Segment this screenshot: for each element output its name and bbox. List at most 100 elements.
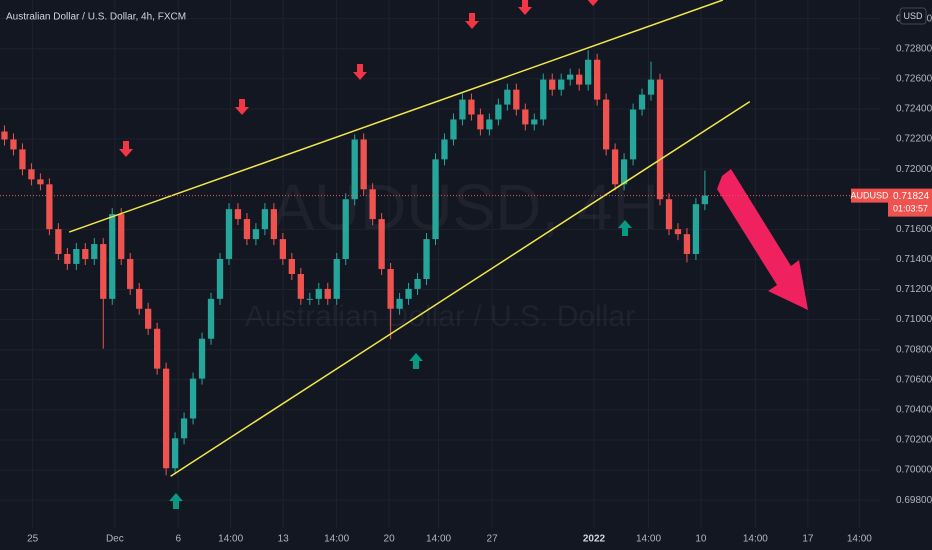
candle-body (342, 199, 349, 259)
y-tick-label: 0.70400 (896, 405, 932, 416)
candle-body (10, 139, 17, 150)
candle-body (414, 278, 421, 289)
candle-body (136, 288, 143, 309)
candle-body (692, 204, 700, 254)
candle-body (91, 244, 98, 259)
candle-body (674, 229, 682, 235)
sell-arrows (119, 0, 599, 157)
candle-body (351, 139, 358, 200)
x-tick-label: 13 (278, 534, 290, 545)
watermark-subtitle: Australian Dollar / U.S. Dollar (245, 300, 635, 333)
candle-body (665, 199, 673, 230)
candle-body (171, 438, 179, 469)
candle-body (567, 74, 574, 80)
watermark: AUDUSD, 4H (271, 171, 659, 243)
arrow-down (518, 0, 532, 15)
candle-body (387, 269, 394, 309)
candle-body (405, 288, 412, 299)
candle-body (459, 99, 466, 120)
candle-body (270, 209, 278, 240)
y-tick-label: 0.71200 (896, 284, 932, 295)
x-tick-label: 20 (384, 534, 396, 545)
arrow-down (465, 13, 479, 29)
candle-body (504, 89, 511, 105)
candle-body (486, 119, 493, 130)
y-tick-label: 0.70000 (896, 465, 932, 476)
candle-body (234, 209, 242, 220)
currency[interactable]: USD (903, 11, 923, 21)
arrow-up (409, 353, 423, 369)
candle-body (118, 214, 125, 259)
candle-body (450, 119, 457, 140)
x-tick-label: 25 (27, 534, 39, 545)
x-tick-label: 2022 (583, 534, 606, 545)
y-tick-label: 0.71000 (896, 314, 932, 325)
x-tick-label: 6 (175, 534, 181, 545)
candle-body (513, 89, 520, 110)
price-box (888, 188, 932, 217)
arrow-down (119, 141, 133, 157)
symbol-box (851, 188, 888, 203)
trend-line (170, 100, 751, 477)
candle-body (225, 209, 233, 259)
y-tick-label: 0.69800 (896, 495, 932, 506)
x-tick-label: 17 (802, 534, 814, 545)
candle-body (28, 169, 35, 180)
candle-body (315, 288, 322, 299)
candle-body (701, 195, 709, 205)
candle-body (109, 214, 116, 299)
x-tick-label: 14:00 (743, 534, 768, 545)
x-tick-label: 14:00 (847, 534, 872, 545)
candle-body (360, 139, 367, 190)
x-tick-label: 10 (695, 534, 707, 545)
arrow-down (353, 64, 367, 80)
arrow-down (235, 99, 249, 115)
x-tick-label: 14:00 (218, 534, 243, 545)
y-tick-label: 0.72200 (896, 134, 932, 145)
x-tick-label: Dec (106, 534, 124, 545)
candle-body (638, 94, 646, 110)
candle-body (154, 328, 161, 369)
price-tag: AUDUSD 0.71824 01:03:57 (850, 188, 932, 217)
arrow-up (169, 493, 183, 509)
candle-body (1, 131, 8, 140)
candle-body (82, 249, 89, 259)
candle-body (495, 104, 502, 120)
candle-body (656, 79, 664, 200)
time-axis (0, 528, 932, 550)
candle-body (333, 258, 340, 299)
candle-body (198, 338, 206, 379)
chart-title: Australian Dollar / U.S. Dollar, 4h, FXC… (6, 12, 186, 23)
candle-body (216, 258, 224, 299)
candle-body (477, 114, 484, 130)
candle-body (594, 59, 601, 100)
x-tick-label: 14:00 (636, 534, 661, 545)
x-tick-label: 27 (487, 534, 499, 545)
forecast-arrow (717, 169, 808, 310)
candle-body (64, 253, 71, 264)
candles (1, 50, 709, 476)
x-tick-label: 14:00 (324, 534, 349, 545)
x-tick-label: 14:00 (426, 534, 451, 545)
candle-body (531, 119, 538, 125)
candle-body (585, 59, 592, 85)
y-tick-label: 0.70800 (896, 344, 932, 355)
price-axis (880, 0, 932, 528)
annotations (119, 0, 808, 509)
y-tick-label: 0.72000 (896, 164, 932, 175)
currency-button[interactable] (899, 7, 927, 25)
candle-body (207, 298, 215, 339)
candle-body (252, 229, 260, 240)
candle-body (378, 219, 385, 270)
candle-body (162, 368, 170, 469)
last-price: 0.71824 (893, 191, 930, 202)
candle-body (620, 159, 628, 185)
candle-body (279, 239, 286, 259)
candle-body (683, 234, 691, 254)
candle-body (19, 149, 26, 170)
candle-body (576, 74, 583, 85)
candle-body (522, 109, 529, 125)
arrow-up (618, 220, 632, 236)
candle-body (297, 274, 304, 299)
